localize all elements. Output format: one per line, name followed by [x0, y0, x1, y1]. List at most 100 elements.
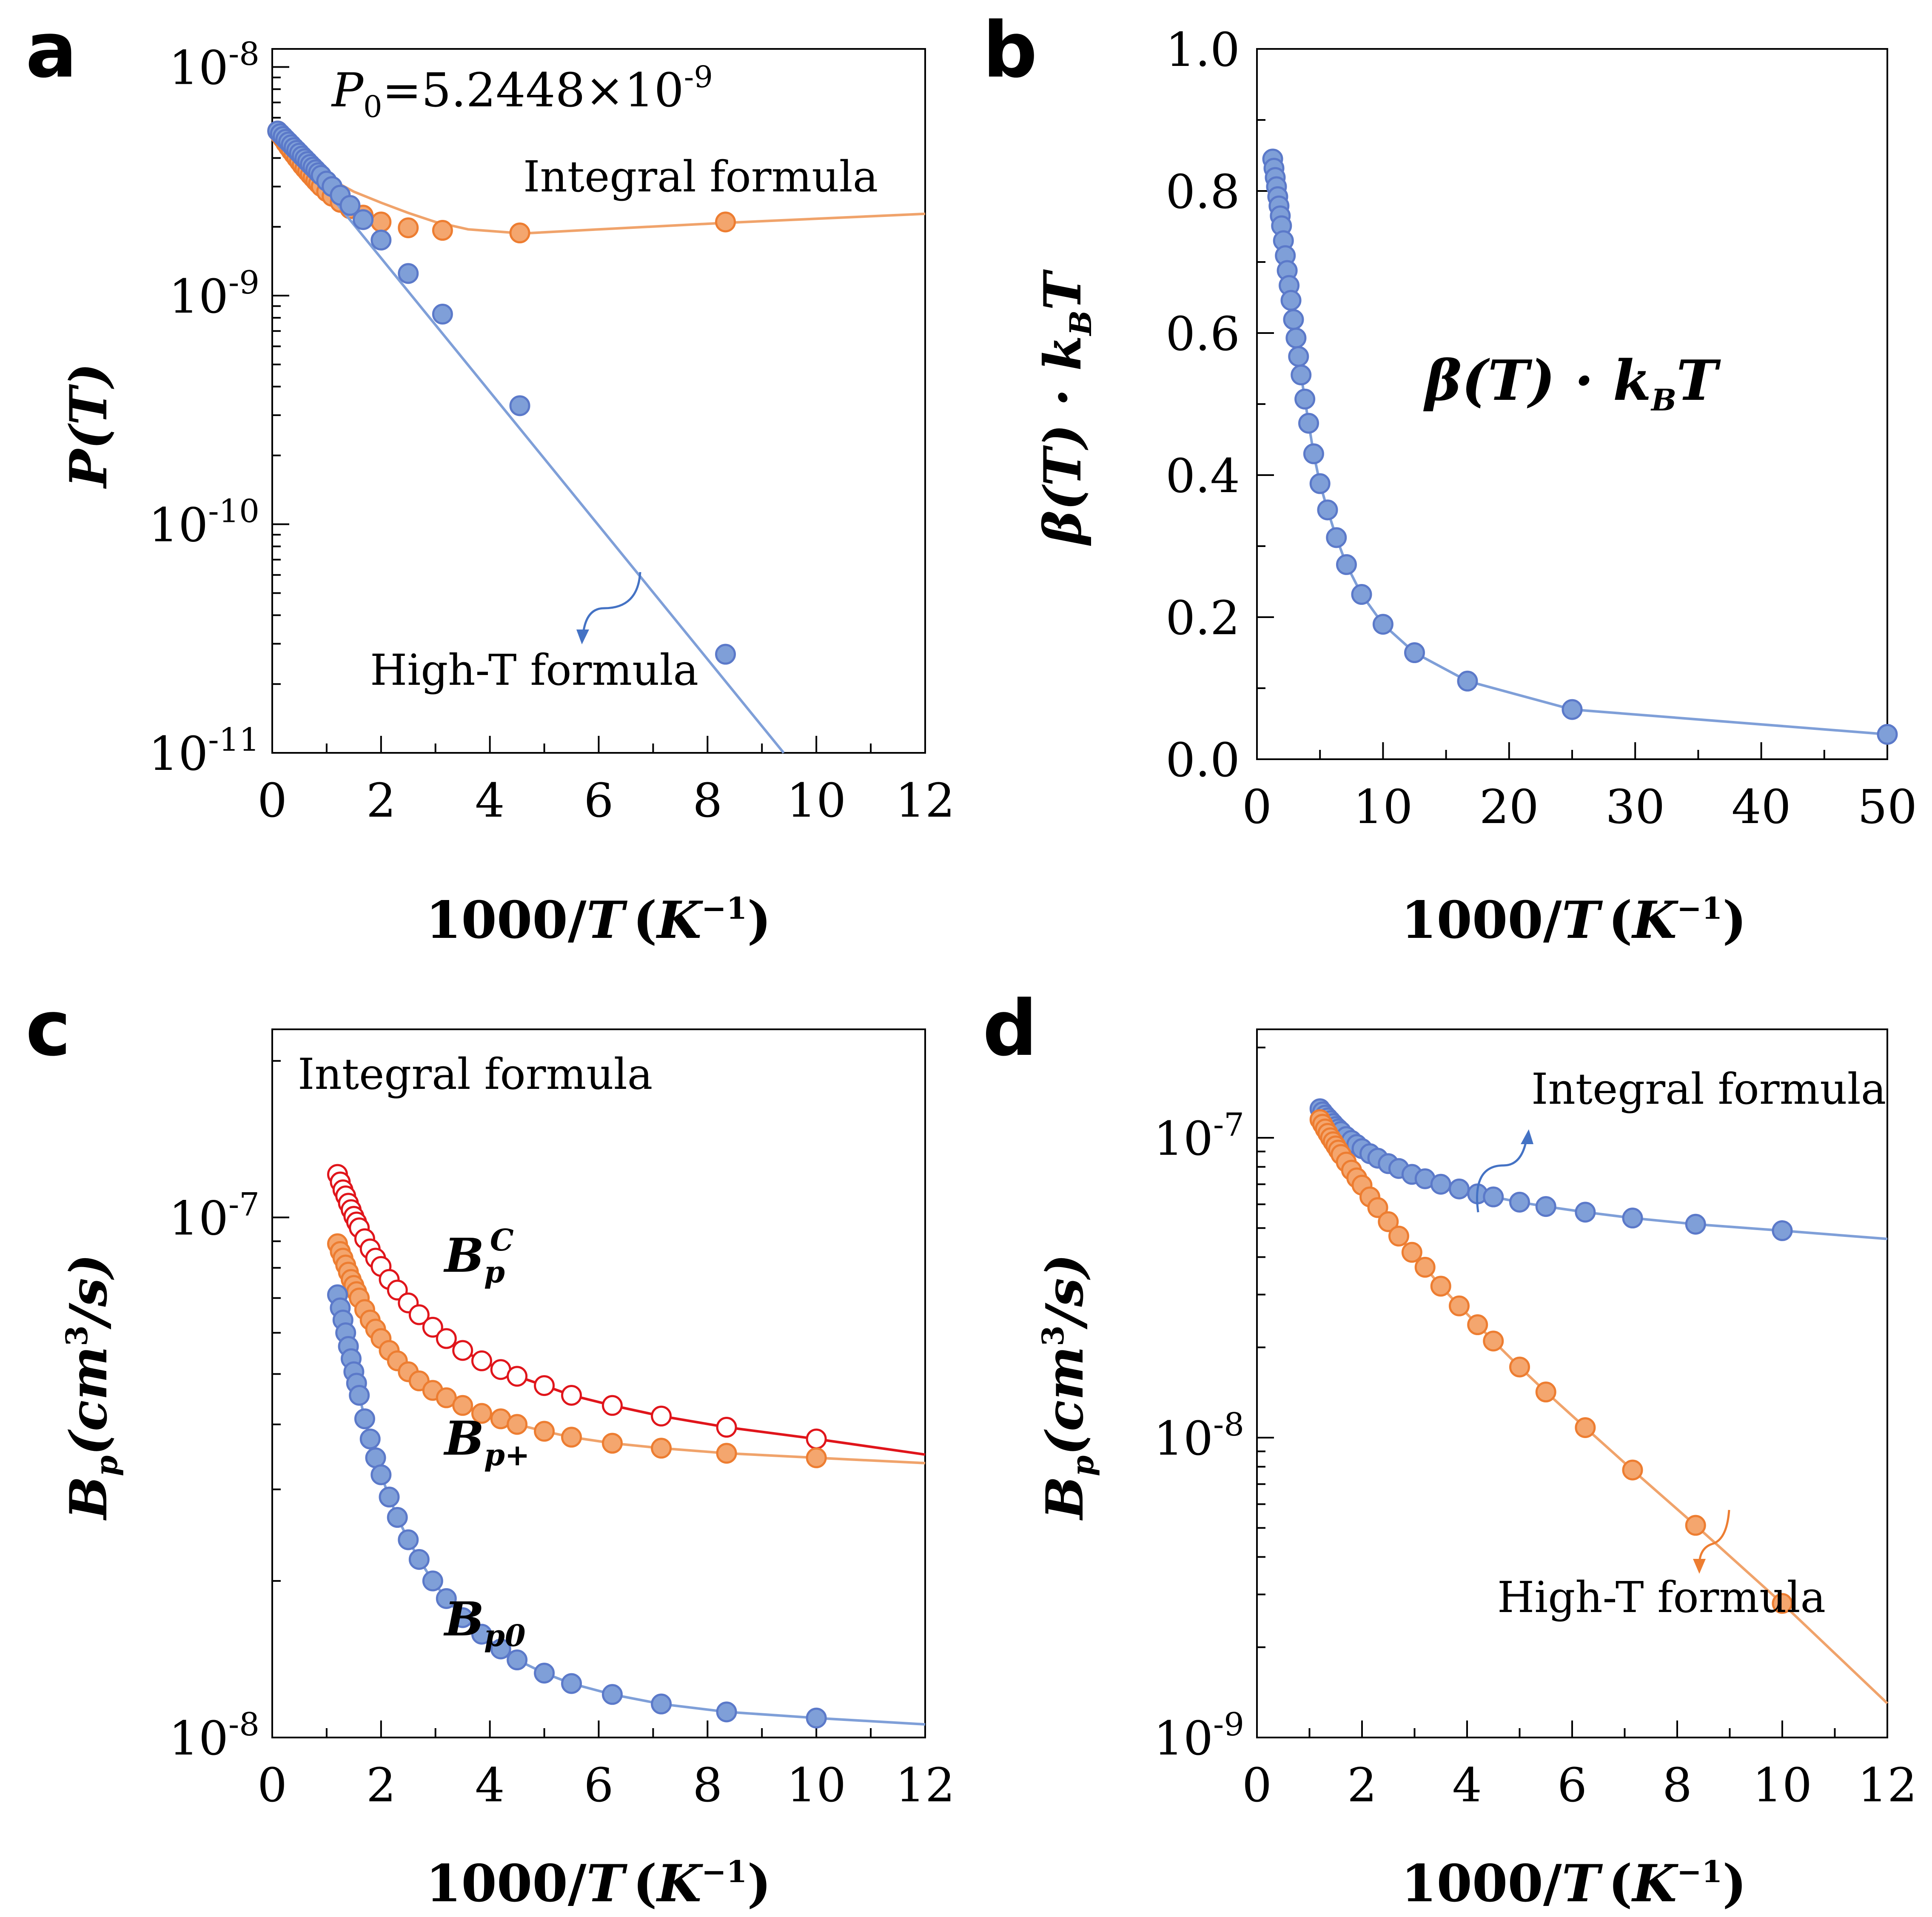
xlabel-a-unit: K — [656, 890, 704, 950]
point-b-p-c — [422, 1316, 443, 1338]
point-b-p- — [651, 1438, 672, 1459]
point-high-t-formula — [1772, 1593, 1793, 1614]
y-tick-label: 0.6 — [1165, 307, 1240, 361]
x-tick-label: 10 — [786, 773, 846, 828]
bpp-sub: p+ — [484, 1437, 530, 1473]
label-bp0: Bp0 — [443, 1592, 526, 1653]
y-tick-base: 10 — [1154, 1711, 1213, 1766]
point-integral-formula — [1622, 1208, 1643, 1229]
point-integral-formula — [1430, 1174, 1451, 1195]
y-tick-base: 10 — [169, 1711, 228, 1766]
point-integral-formula — [1535, 1196, 1556, 1217]
point-b-p- — [471, 1403, 492, 1424]
xlabel-c-exp: −1 — [701, 1854, 747, 1889]
x-tick-label: 40 — [1732, 780, 1791, 834]
point-b-p0 — [507, 1649, 528, 1671]
point-b-p0 — [379, 1487, 400, 1508]
panel-b: b 0 10 20 30 40 50 0.0 0.2 0.4 0.6 0.8 1.0 β(T) · k… — [983, 6, 1917, 950]
arrowhead-hight-a — [576, 630, 589, 644]
x-tick-label: 8 — [692, 773, 722, 828]
y-tick-label: 10-8 — [169, 1706, 259, 1766]
point-b-p- — [452, 1395, 473, 1416]
point--t-kbt — [1285, 328, 1307, 349]
x-tick-label: 0 — [257, 773, 287, 828]
point-high-t-formula — [1378, 1211, 1399, 1232]
arrow-hight-a — [581, 572, 641, 638]
arrow-hight-d — [1698, 1510, 1730, 1566]
axes-b: 0 10 20 30 40 50 0.0 0.2 0.4 0.6 0.8 1.0 — [1165, 23, 1917, 834]
ylabel-c-tail: /s) — [59, 1254, 119, 1330]
point--t-kbt — [1288, 346, 1309, 367]
y-tick-label: 0.0 — [1165, 733, 1240, 787]
point-b-p-c — [471, 1350, 492, 1371]
x-tick-label: 2 — [366, 773, 396, 828]
point-high-t-formula — [432, 304, 453, 325]
y-tick-label: 10-10 — [148, 493, 259, 553]
point-integral-formula — [1685, 1213, 1706, 1235]
point-high-t-formula — [1685, 1515, 1706, 1536]
data-d — [1309, 1098, 1889, 1704]
xlabel-d-main: 1000/ — [1401, 1854, 1562, 1914]
x-tick-label: 20 — [1479, 780, 1539, 834]
label-hight-a: High-T formula — [370, 645, 698, 695]
point-b-p-c — [561, 1384, 582, 1406]
point-b-p0 — [651, 1693, 672, 1715]
xlabel-a-t: T — [587, 890, 628, 950]
ylabel-c-sup: 3 — [59, 1325, 94, 1346]
point-b-p0 — [806, 1707, 827, 1729]
xlabel-d-exp: −1 — [1677, 1854, 1722, 1889]
p0-exp: -9 — [684, 60, 713, 94]
point--t-kbt — [1336, 554, 1357, 575]
xlabel-d-unit: K — [1631, 1854, 1679, 1914]
beta-t: T — [1676, 348, 1721, 413]
x-tick-label: 2 — [366, 1758, 396, 1812]
xlabel-a: 1000/T (K−1) — [426, 890, 771, 950]
point-b-p-c — [651, 1405, 672, 1427]
point--t-kbt — [1877, 724, 1898, 745]
beta-text: β(T) · k — [1423, 348, 1651, 413]
point--t-kbt — [1351, 584, 1372, 605]
y-tick-label: 10-8 — [1154, 1406, 1244, 1466]
y-tick-exp: -10 — [208, 493, 259, 530]
point-integral-formula — [1483, 1186, 1504, 1208]
point-high-t-formula — [1448, 1295, 1470, 1316]
point-b-p0 — [408, 1549, 430, 1570]
x-tick-label: 4 — [1452, 1758, 1482, 1812]
y-tick-exp: -8 — [1213, 1406, 1244, 1443]
ylabel-d-sup: 3 — [1035, 1325, 1071, 1346]
label-integral-d: Integral formula — [1531, 1064, 1886, 1114]
point-b-p-c — [534, 1375, 555, 1396]
y-tick-label: 0.2 — [1165, 591, 1240, 645]
arrowhead-integral-d — [1521, 1129, 1533, 1144]
line-high-t-formula — [276, 130, 785, 754]
point--t-kbt — [1283, 309, 1304, 330]
beta-annotation: β(T) · kBT — [1423, 348, 1721, 418]
x-tick-label: 10 — [786, 1758, 846, 1812]
beta-sub: B — [1650, 382, 1676, 418]
bpc-sup: C — [490, 1222, 514, 1258]
y-tick-label: 0.4 — [1165, 449, 1240, 503]
y-tick-exp: -9 — [1213, 1706, 1244, 1743]
panel-label-d: d — [983, 984, 1037, 1073]
point-b-p0 — [452, 1607, 473, 1628]
panel-label-b: b — [983, 6, 1037, 95]
label-bpp: Bp+ — [443, 1411, 530, 1473]
point--t-kbt — [1291, 365, 1312, 386]
point-b-p0 — [387, 1507, 408, 1528]
y-tick-label: 0.8 — [1165, 165, 1240, 219]
point--t-kbt — [1303, 443, 1324, 464]
point--t-kbt — [1317, 499, 1338, 521]
y-tick-label: 10-7 — [169, 1185, 259, 1245]
ylabel-c: Bp(cm3/s) — [59, 1254, 124, 1521]
y-tick-exp: -8 — [228, 35, 259, 73]
point-b-p0 — [601, 1684, 623, 1705]
point--t-kbt — [1372, 614, 1393, 635]
x-tick-label: 12 — [895, 1758, 955, 1812]
y-tick-exp: -8 — [228, 1706, 259, 1743]
arrowhead-hight-d — [1693, 1559, 1706, 1574]
point-integral-formula — [509, 222, 530, 244]
ylabel-c-sub: p — [89, 1456, 124, 1476]
point-b-p- — [716, 1443, 737, 1464]
label-hight-d: High-T formula — [1497, 1572, 1826, 1622]
